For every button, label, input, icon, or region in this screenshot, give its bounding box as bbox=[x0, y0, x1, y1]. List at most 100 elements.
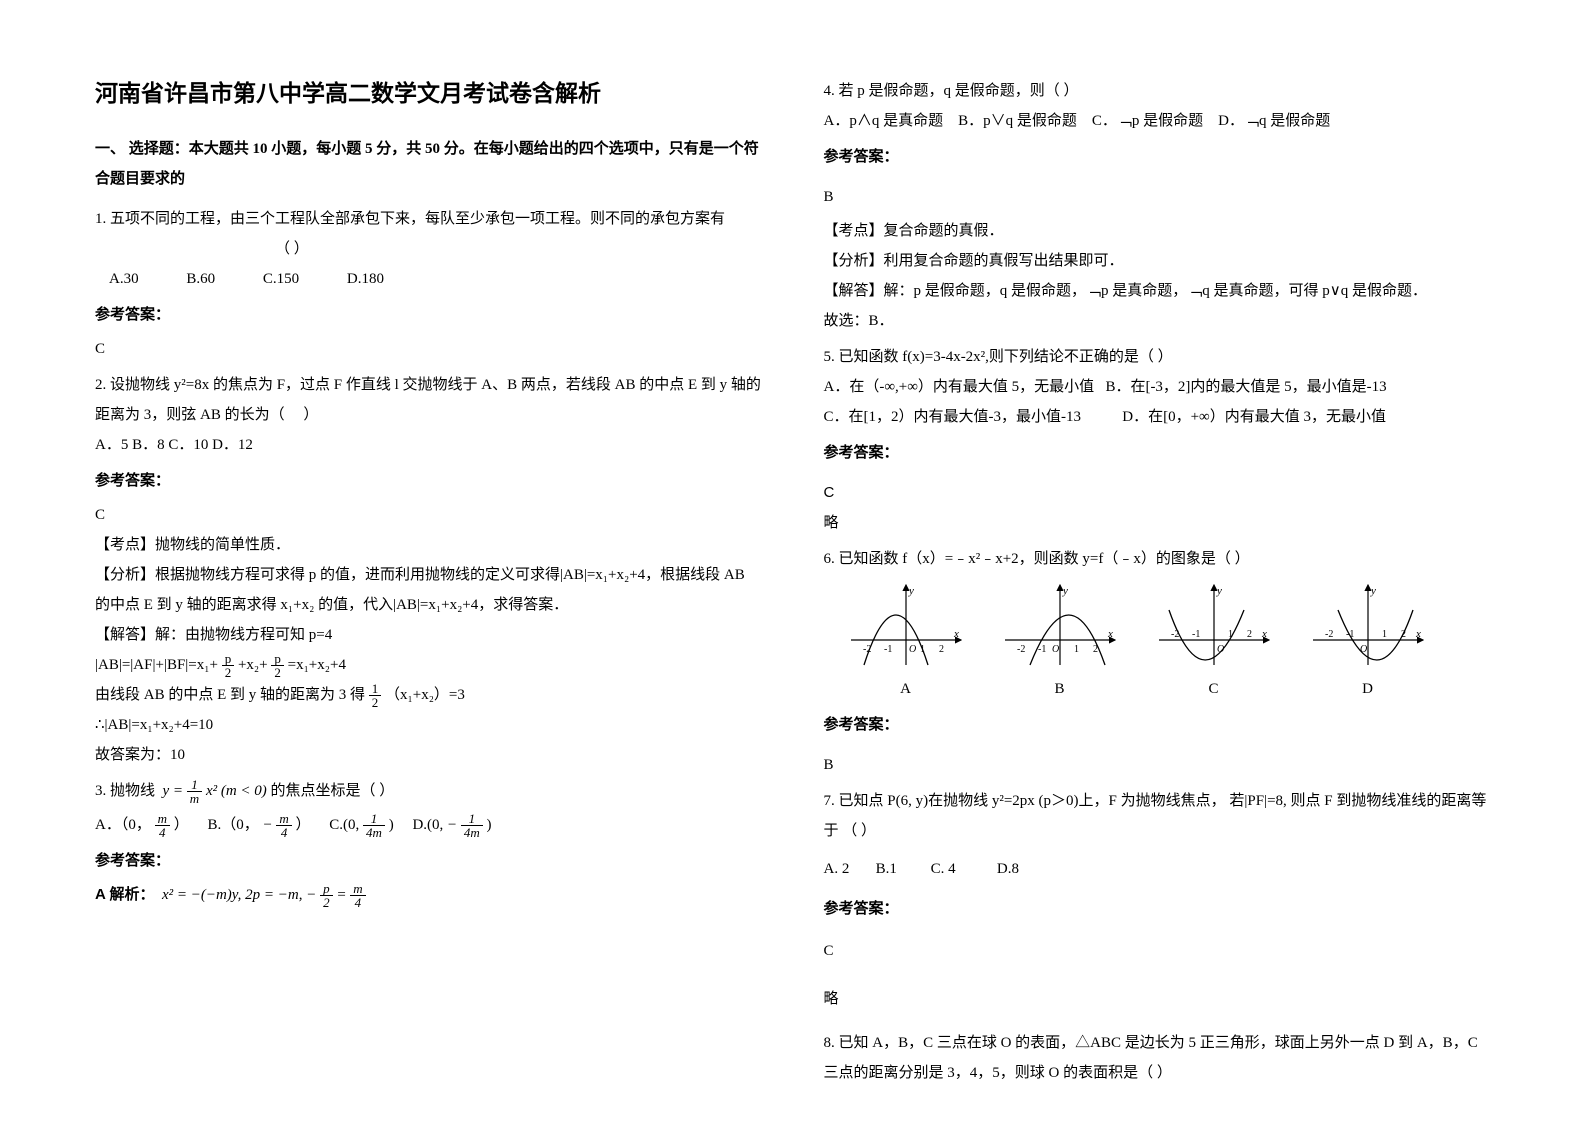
svg-text:-2: -2 bbox=[1017, 644, 1025, 655]
q2-ans: C bbox=[95, 500, 764, 530]
q2-mid2: （x₁+x₂）=3 bbox=[385, 687, 465, 703]
q3-optD-suf: ) bbox=[487, 817, 492, 833]
svg-text:x: x bbox=[1415, 628, 1421, 640]
svg-text:-1: -1 bbox=[884, 644, 892, 655]
graph-a-svg: -2-1 12 y x O bbox=[846, 580, 966, 670]
q1-options: A.30 B.60 C.150 D.180 bbox=[109, 264, 764, 294]
q1-ans-label: 参考答案： bbox=[95, 300, 764, 330]
svg-text:-1: -1 bbox=[1192, 629, 1200, 640]
q1-optA: A.30 bbox=[109, 271, 139, 287]
frac-14m-c: 14m bbox=[363, 812, 385, 839]
q2-ab-line: |AB|=|AF|+|BF|=x₁+ p2 +x₂+ p2 =x₁+x₂+4 bbox=[95, 650, 764, 680]
graph-d: -2-1 12 y x O D bbox=[1308, 580, 1428, 704]
frac-p2-2: p2 bbox=[271, 652, 284, 679]
q2-mid-line: 由线段 AB 的中点 E 到 y 轴的距离为 3 得 12 （x₁+x₂）=3 bbox=[95, 680, 764, 710]
q4-ans-label: 参考答案： bbox=[824, 142, 1493, 172]
svg-text:1: 1 bbox=[920, 644, 925, 655]
svg-text:1: 1 bbox=[1382, 629, 1387, 640]
q4-options: A．p∧q 是真命题 B．p∨q 是假命题 C．﹁p 是假命题 D．﹁q 是假命… bbox=[824, 106, 1493, 136]
q3-eq: y = 1m x² (m < 0) bbox=[159, 783, 267, 799]
question-2: 2. 设抛物线 y²=8x 的焦点为 F，过点 F 作直线 l 交抛物线于 A、… bbox=[95, 370, 764, 430]
q7-optB: B.1 bbox=[876, 861, 897, 877]
q1-optC: C.150 bbox=[263, 271, 299, 287]
q2-ans-label: 参考答案： bbox=[95, 466, 764, 496]
question-7: 7. 已知点 P(6, y)在抛物线 y²=2px (p＞0)上，F 为抛物线焦… bbox=[824, 786, 1493, 846]
graph-c: -2-1 12 y x O C bbox=[1154, 580, 1274, 704]
q1-optB: B.60 bbox=[186, 271, 215, 287]
q3-options: A．（0， m4 ） B.（0， − m4 ） C.(0, 14m ) D.(0… bbox=[95, 810, 764, 840]
neg-d: − bbox=[447, 817, 457, 833]
q2-ab3: =x₁+x₂+4 bbox=[288, 657, 346, 673]
question-4: 4. 若 p 是假命题，q 是假命题，则（ ） bbox=[824, 76, 1493, 106]
question-6: 6. 已知函数 f（x）=﹣x²﹣x+2，则函数 y=f（﹣x）的图象是（ ） bbox=[824, 544, 1493, 574]
q6-ans-label: 参考答案： bbox=[824, 710, 1493, 740]
q2-kd: 【考点】抛物线的简单性质． bbox=[95, 530, 764, 560]
question-5: 5. 已知函数 f(x)=3-4x-2x²,则下列结论不正确的是（ ） bbox=[824, 342, 1493, 372]
graph-b-svg: -2-1 12 y x O bbox=[1000, 580, 1120, 670]
svg-text:2: 2 bbox=[1093, 644, 1098, 655]
svg-text:2: 2 bbox=[939, 644, 944, 655]
graph-c-label: C bbox=[1154, 674, 1274, 704]
svg-text:-2: -2 bbox=[1171, 629, 1179, 640]
q3-text2: 的焦点坐标是（ ） bbox=[271, 783, 395, 799]
q5-row2: C．在[1，2）内有最大值-3，最小值-13 D．在[0，+∞）内有最大值 3，… bbox=[824, 402, 1493, 432]
q7-optD: D.8 bbox=[997, 861, 1019, 877]
q3-optC-pre: C.(0, bbox=[329, 817, 359, 833]
svg-text:1: 1 bbox=[1228, 629, 1233, 640]
svg-text:y: y bbox=[1370, 585, 1376, 597]
svg-text:x: x bbox=[1261, 628, 1267, 640]
q4-optC: C．﹁p 是假命题 bbox=[1092, 113, 1203, 129]
q4-fx: 【分析】利用复合命题的真假写出结果即可． bbox=[824, 246, 1493, 276]
q4-gx: 故选：B． bbox=[824, 306, 1493, 336]
graph-b-label: B bbox=[1000, 674, 1120, 704]
section-heading: 一、 选择题：本大题共 10 小题，每小题 5 分，共 50 分。在每小题给出的… bbox=[95, 134, 764, 194]
svg-text:-1: -1 bbox=[1038, 644, 1046, 655]
q4-optB: B．p∨q 是假命题 bbox=[958, 113, 1077, 129]
q3-ans-line: A 解析： x² = −(−m)y, 2p = −m, − p2 = m4 bbox=[95, 880, 764, 910]
q7-ans-label: 参考答案： bbox=[824, 894, 1493, 924]
svg-text:-2: -2 bbox=[863, 644, 871, 655]
q1-ans: C bbox=[95, 334, 764, 364]
q2-fx: 【分析】根据抛物线方程可求得 p 的值，进而利用抛物线的定义可求得|AB|=x₁… bbox=[95, 560, 764, 620]
q4-optD: D．﹁q 是假命题 bbox=[1218, 113, 1330, 129]
frac-m4-b: m4 bbox=[276, 812, 291, 839]
svg-text:-1: -1 bbox=[1346, 629, 1354, 640]
q3-text1: 3. 抛物线 bbox=[95, 783, 155, 799]
q6-graphs: -2-1 12 y x O A -2-1 12 y x O B bbox=[846, 580, 1493, 704]
q4-kd: 【考点】复合命题的真假． bbox=[824, 216, 1493, 246]
q4-jd: 【解答】解：p 是假命题，q 是假命题，﹁p 是真命题，﹁q 是真命题，可得 p… bbox=[824, 276, 1493, 306]
q2-therefore: ∴|AB|=x₁+x₂+4=10 bbox=[95, 710, 764, 740]
question-3: 3. 抛物线 y = 1m x² (m < 0) 的焦点坐标是（ ） bbox=[95, 776, 764, 806]
q3-optB-pre: B.（0， bbox=[208, 817, 259, 833]
q5-optC: C．在[1，2）内有最大值-3，最小值-13 bbox=[824, 409, 1082, 425]
q2-text: 2. 设抛物线 y²=8x 的焦点为 F，过点 F 作直线 l 交抛物线于 A、… bbox=[95, 377, 761, 423]
q1-optD: D.180 bbox=[347, 271, 384, 287]
svg-text:-2: -2 bbox=[1325, 629, 1333, 640]
q2-jd: 【解答】解：由抛物线方程可知 p=4 bbox=[95, 620, 764, 650]
graph-c-svg: -2-1 12 y x O bbox=[1154, 580, 1274, 670]
q5-optB: B．在[-3，2]内的最大值是 5，最小值是-13 bbox=[1105, 379, 1386, 395]
q7-options: A. 2 B.1 C. 4 D.8 bbox=[824, 854, 1493, 884]
graph-d-label: D bbox=[1308, 674, 1428, 704]
graph-b: -2-1 12 y x O B bbox=[1000, 580, 1120, 704]
svg-text:2: 2 bbox=[1247, 629, 1252, 640]
question-8: 8. 已知 A，B，C 三点在球 O 的表面，△ABC 是边长为 5 正三角形，… bbox=[824, 1028, 1493, 1088]
q3-optA-suf: ） bbox=[174, 817, 189, 833]
q2-opts: A．5 B．8 C．10 D．12 bbox=[95, 430, 764, 460]
svg-text:O: O bbox=[1360, 644, 1367, 655]
q7-optA: A. 2 bbox=[824, 861, 850, 877]
frac-p2-1: p2 bbox=[222, 652, 235, 679]
q2-line-ans: 故答案为：10 bbox=[95, 740, 764, 770]
q3-ans: A 解析： bbox=[95, 886, 154, 903]
q6-ans: B bbox=[824, 750, 1493, 780]
q1-paren: （ ） bbox=[275, 241, 309, 257]
q3-ans-label: 参考答案： bbox=[95, 846, 764, 876]
svg-text:1: 1 bbox=[1074, 644, 1079, 655]
q3-optC-suf: ) bbox=[389, 817, 394, 833]
q3-optB-suf: ） bbox=[296, 817, 311, 833]
graph-a-label: A bbox=[846, 674, 966, 704]
svg-text:y: y bbox=[1216, 585, 1222, 597]
right-column: 4. 若 p 是假命题，q 是假命题，则（ ） A．p∧q 是真命题 B．p∨q… bbox=[824, 70, 1493, 1082]
page-title: 河南省许昌市第八中学高二数学文月考试卷含解析 bbox=[95, 70, 764, 116]
svg-text:y: y bbox=[908, 585, 914, 597]
